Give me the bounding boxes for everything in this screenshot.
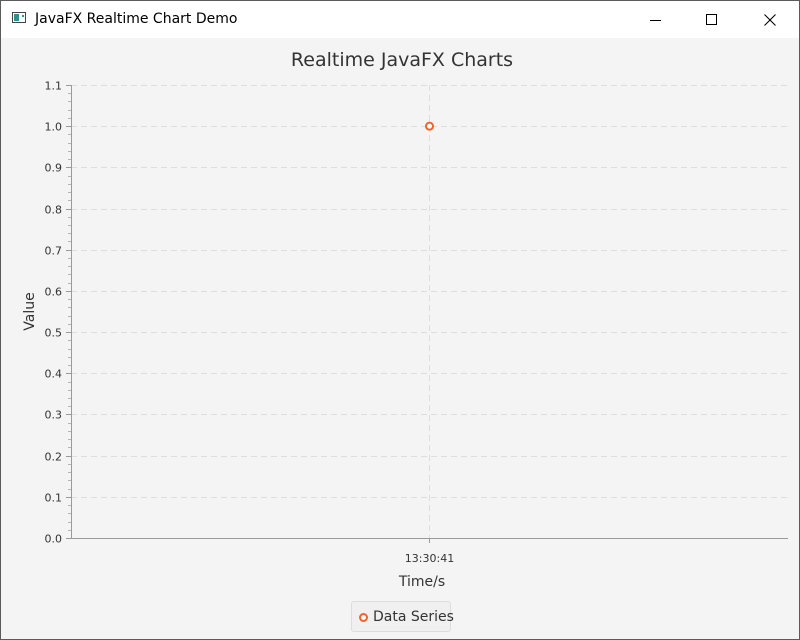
y-tick-label: 0.5 <box>45 327 63 340</box>
y-tick-label: 0.3 <box>45 409 63 422</box>
legend-label: Data Series <box>373 609 454 625</box>
y-tick-label: 0.7 <box>45 245 63 258</box>
chart-legend: Data Series <box>351 601 454 632</box>
java-app-icon <box>12 12 26 23</box>
data-point[interactable] <box>425 121 434 131</box>
x-axis-label: Time/s <box>398 574 445 590</box>
tick-labels: 0.0 0.1 0.2 0.3 0.4 0.5 0.6 0.7 0.8 0.9 1.0 1.1 13:3… <box>45 80 455 566</box>
y-tick-label: 0.1 <box>45 492 63 505</box>
y-tick-label: 0.6 <box>45 286 63 299</box>
close-icon <box>764 13 776 26</box>
legend-marker <box>359 613 368 622</box>
title-bar[interactable]: JavaFX Realtime Chart Demo <box>1 1 799 38</box>
y-tick-label: 0.9 <box>45 162 63 175</box>
grid-lines <box>71 85 788 538</box>
maximize-button[interactable] <box>689 1 735 38</box>
chart-title: Realtime JavaFX Charts <box>291 49 513 71</box>
y-tick-label: 0.2 <box>45 451 63 464</box>
x-tick-label: 13:30:41 <box>405 552 454 565</box>
maximize-icon <box>706 13 717 25</box>
y-tick-label: 0.4 <box>45 368 63 381</box>
y-tick-label: 0.0 <box>45 533 63 546</box>
data-points <box>425 121 434 131</box>
line-chart: Realtime JavaFX Charts 0.00.10.20.30.40.… <box>22 49 788 590</box>
y-axis-label: Value <box>22 292 38 330</box>
y-tick-label: 0.8 <box>45 204 63 217</box>
close-button[interactable] <box>747 1 793 38</box>
minimize-icon <box>650 19 661 21</box>
window-title: JavaFX Realtime Chart Demo <box>35 11 238 27</box>
y-tick-label: 1.0 <box>45 121 63 134</box>
minimize-button[interactable] <box>633 1 679 38</box>
axes <box>66 85 788 543</box>
y-tick-label: 1.1 <box>45 80 63 93</box>
